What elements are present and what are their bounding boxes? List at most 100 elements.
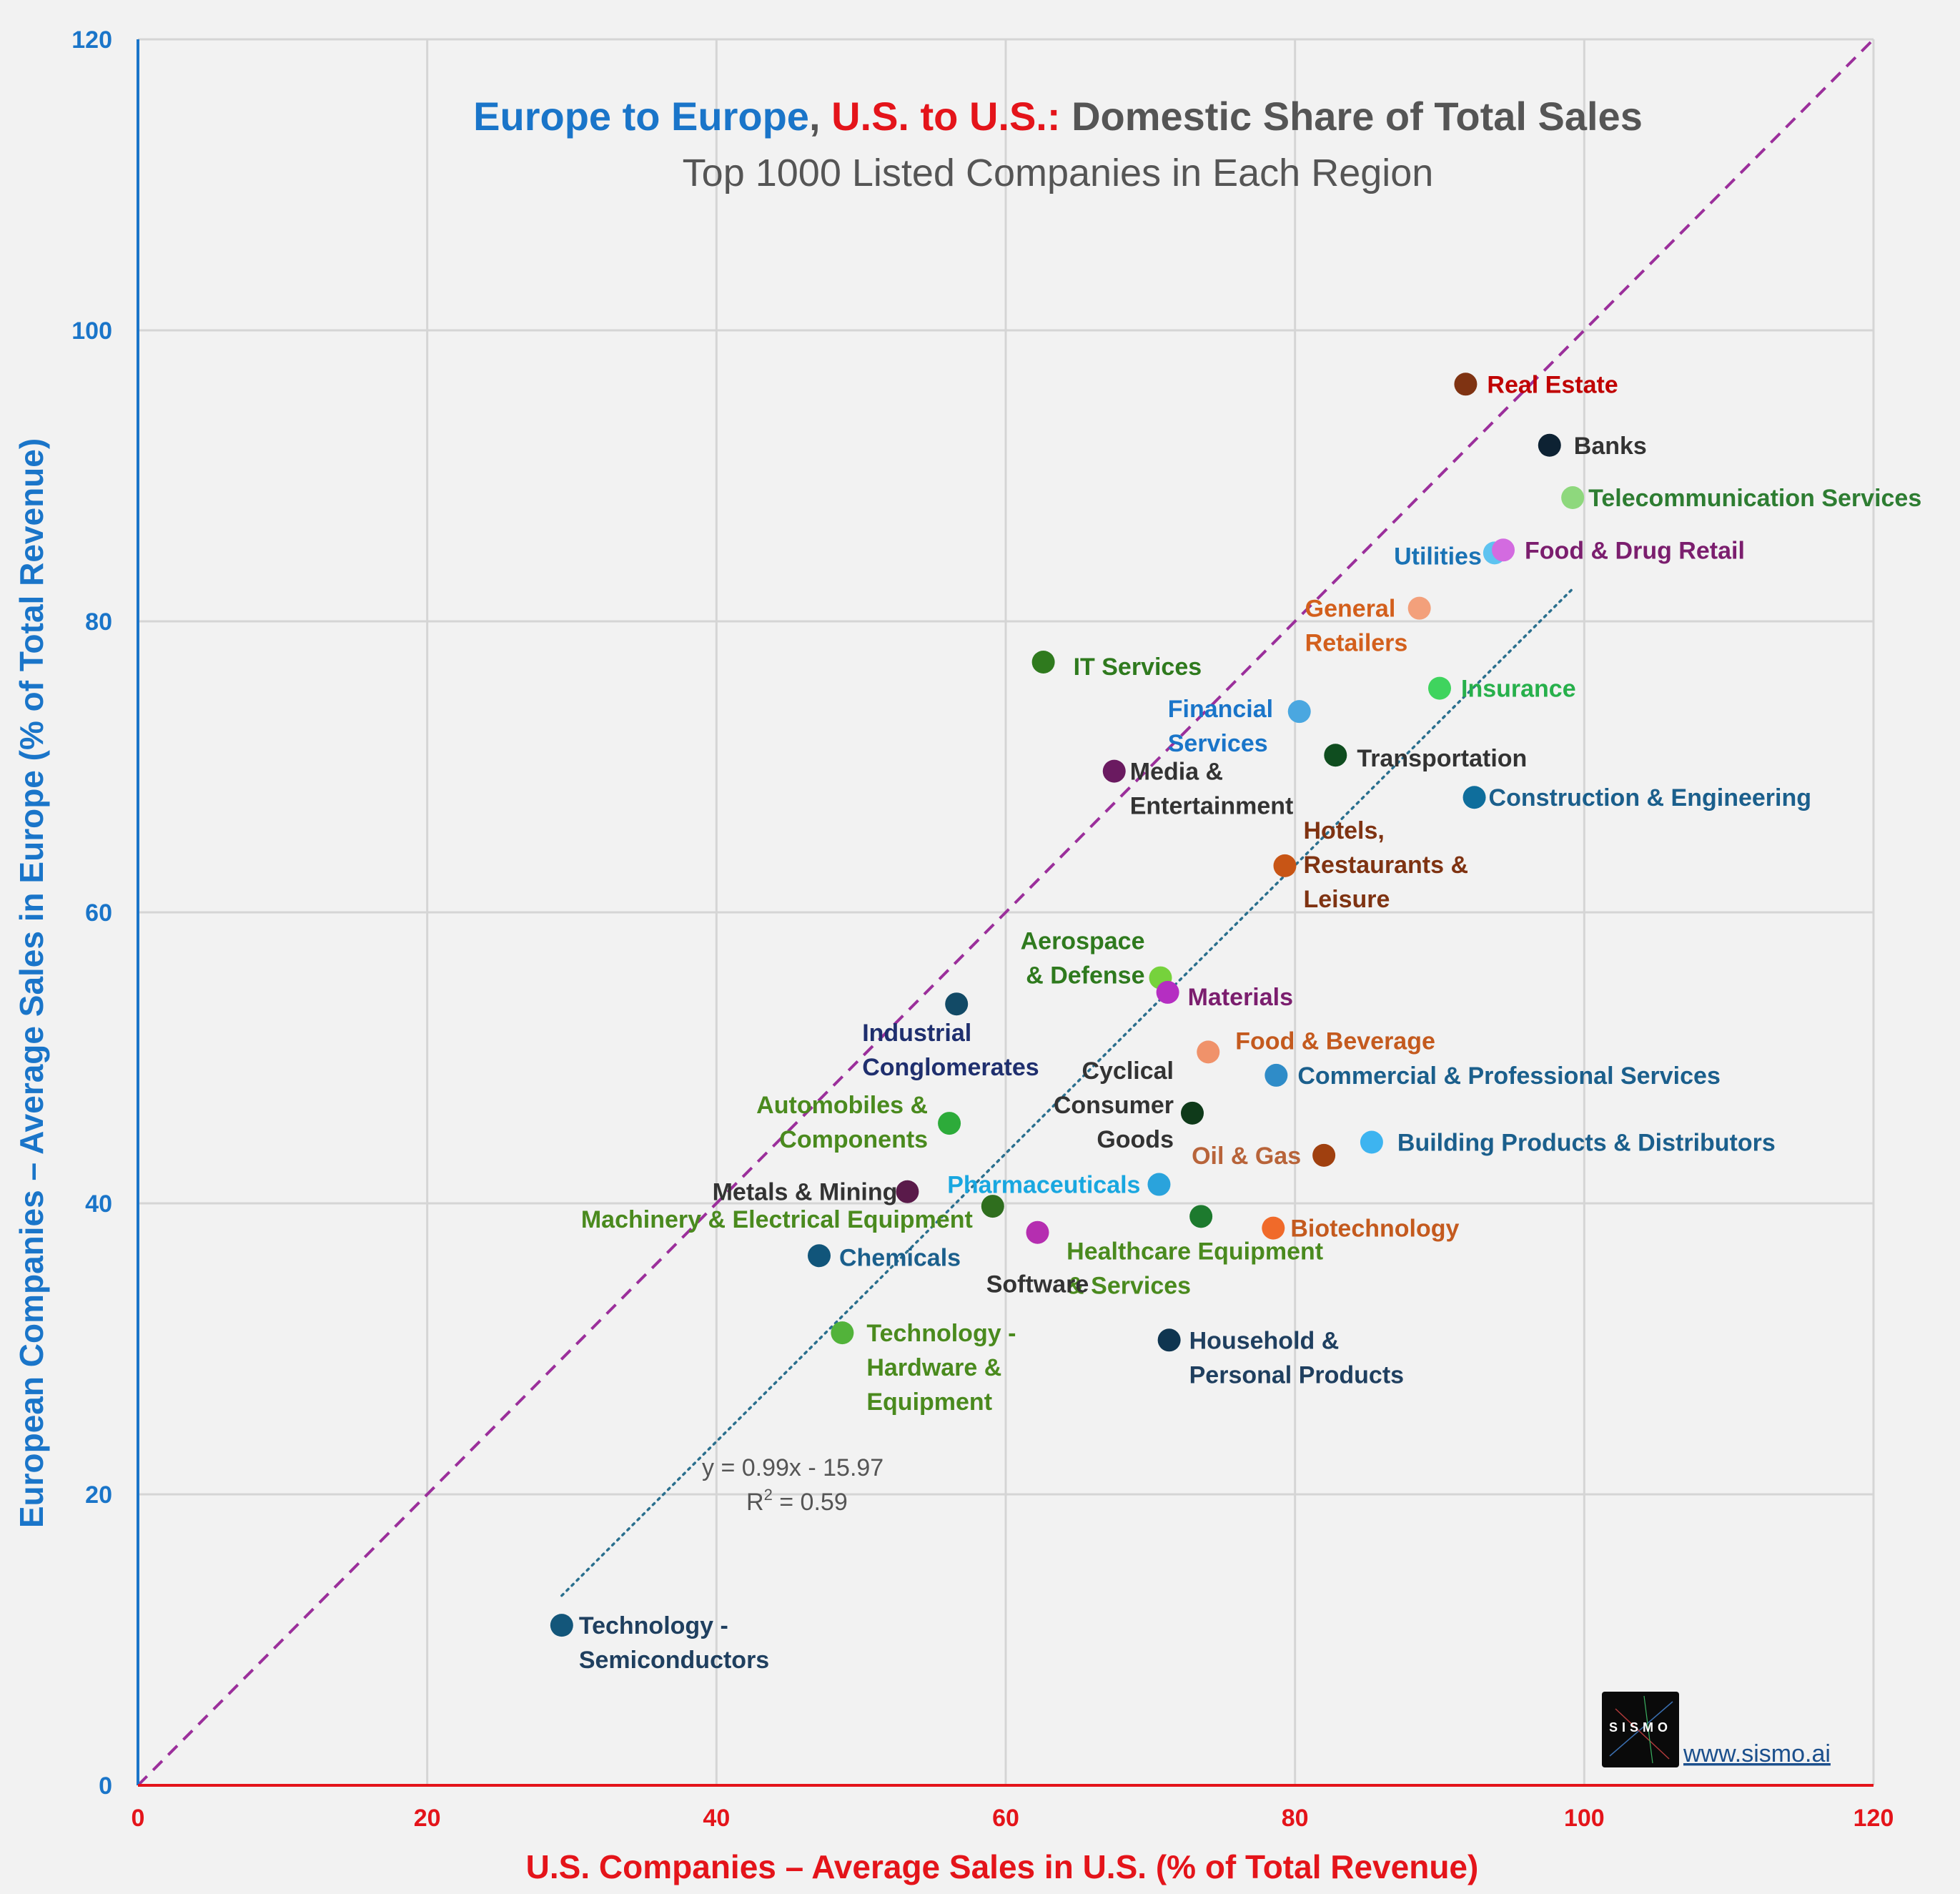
sismo-logo[interactable]: SISMO [1602,1692,1679,1767]
point-hotels-restaurants-leisure[interactable] [1273,854,1297,877]
point-metals-mining[interactable] [896,1180,919,1203]
y-tick-label-0: 0 [99,1772,112,1800]
trendline-r2-text: R2 = 0.59 [746,1486,848,1516]
label-line: Oil & Gas [1192,1143,1301,1170]
point-insurance[interactable] [1428,676,1451,700]
label-line: Transportation [1357,745,1527,772]
point-materials[interactable] [1156,980,1179,1004]
label-line: Hotels, [1304,817,1385,844]
label-line: Leisure [1304,886,1390,913]
label-line: Chemicals [839,1244,961,1271]
label-line: Conglomerates [862,1054,1039,1081]
label-line: Technology - [866,1320,1016,1347]
trendline-group [560,587,1574,1597]
point-industrial-conglomerates[interactable] [945,992,969,1016]
label-line: Semiconductors [579,1647,769,1674]
label-line: Automobiles & [756,1092,928,1119]
label-line: Personal Products [1189,1361,1404,1389]
label-line: & Services [1066,1272,1191,1299]
r2-prefix: R [746,1489,764,1516]
point-food-drug-retail[interactable] [1492,538,1515,562]
title-part-2: U.S. to U.S.: [831,94,1060,139]
title-part-1: , [809,94,831,139]
point-real-estate[interactable] [1454,373,1478,396]
label-real-estate: Real Estate [1487,371,1618,398]
label-line: General [1305,596,1396,623]
point-cyclical-consumer-goods[interactable] [1181,1101,1204,1125]
label-line: Services [1168,730,1268,757]
point-automobiles-components[interactable] [938,1112,961,1135]
label-line: IT Services [1074,653,1202,681]
y-tick-label-80: 80 [85,608,112,636]
point-transportation[interactable] [1324,744,1347,767]
r2-superscript: 2 [764,1486,773,1504]
label-line: Aerospace [1021,928,1145,955]
label-line: Components [779,1126,928,1153]
label-line: Household & [1189,1327,1340,1354]
tick-labels: 0 20 40 60 80 100 120 0 20 40 60 80 100 120 [71,26,1894,1832]
label-pharmaceuticals: Pharmaceuticals [947,1172,1140,1199]
label-general-retailers: General Retailers [1305,596,1408,657]
label-chemicals: Chemicals [839,1244,961,1271]
y-axis-title: European Companies – Average Sales in Eu… [13,438,50,1528]
label-biotechnology: Biotechnology [1290,1215,1459,1243]
point-building-products-distributors[interactable] [1360,1130,1383,1154]
reference-line-group [137,38,1875,1787]
point-telecommunication-services[interactable] [1561,486,1585,510]
logo-text: SISMO [1609,1720,1672,1735]
label-construction-engineering: Construction & Engineering [1489,784,1811,812]
point-commercial-professional-services[interactable] [1264,1063,1288,1087]
label-line: Healthcare Equipment [1066,1238,1323,1265]
label-household-personal-products: Household & Personal Products [1189,1327,1404,1389]
label-line: Real Estate [1487,371,1618,398]
label-oil-gas: Oil & Gas [1192,1143,1301,1170]
point-financial-services[interactable] [1287,700,1311,724]
label-technology-semiconductors: Technology - Semiconductors [579,1612,769,1674]
label-line: Media & [1130,759,1223,786]
label-building-products-distributors: Building Products & Distributors [1397,1130,1776,1157]
label-line: Consumer [1054,1092,1174,1119]
point-technology-semiconductors[interactable] [550,1614,573,1637]
trendline [560,587,1574,1597]
point-media-entertainment[interactable] [1102,759,1126,783]
label-line: Construction & Engineering [1489,784,1811,812]
footer-url-link[interactable]: www.sismo.ai [1683,1740,1831,1767]
label-line: Metals & Mining [713,1179,898,1206]
point-oil-gas[interactable] [1312,1143,1336,1167]
point-technology-hardware-equipment[interactable] [831,1321,854,1345]
label-line: Telecommunication Services [1588,485,1921,512]
label-line: Banks [1574,433,1647,460]
point-food-beverage[interactable] [1197,1040,1220,1064]
point-general-retailers[interactable] [1407,596,1431,620]
y-tick-label-100: 100 [71,317,112,345]
point-machinery-electrical-equipment[interactable] [981,1195,1004,1218]
r2-value: = 0.59 [773,1489,848,1516]
logo-line-red [1615,1708,1670,1760]
chart-title-group: Europe to Europe, U.S. to U.S.: Domestic… [473,94,1643,194]
point-it-services[interactable] [1031,650,1055,674]
label-food-beverage: Food & Beverage [1235,1027,1435,1055]
reference-line-y-equals-x [137,38,1875,1787]
label-commercial-professional-services: Commercial & Professional Services [1297,1062,1721,1090]
point-pharmaceuticals[interactable] [1147,1173,1171,1196]
point-biotechnology[interactable] [1262,1216,1285,1240]
label-line: Food & Beverage [1235,1027,1435,1055]
x-tick-label-60: 60 [992,1805,1019,1832]
point-household-personal-products[interactable] [1157,1328,1181,1352]
label-line: Commercial & Professional Services [1297,1062,1721,1090]
point-construction-engineering[interactable] [1462,786,1486,809]
label-healthcare-equipment-services: Healthcare Equipment & Services [1066,1238,1323,1299]
point-banks[interactable] [1538,433,1561,457]
x-tick-label-100: 100 [1564,1805,1605,1832]
point-healthcare-equipment-services[interactable] [1189,1205,1213,1228]
y-tick-label-120: 120 [71,26,112,54]
label-line: Insurance [1461,676,1576,703]
data-points [550,373,1585,1637]
chart-title: Europe to Europe, U.S. to U.S.: Domestic… [473,94,1643,139]
point-software[interactable] [1026,1220,1049,1244]
label-banks: Banks [1574,433,1647,460]
chart-subtitle: Top 1000 Listed Companies in Each Region [683,152,1434,194]
point-chemicals[interactable] [807,1244,831,1268]
label-industrial-conglomerates: Industrial Conglomerates [862,1020,1039,1081]
label-line: & Defense [1026,962,1144,990]
